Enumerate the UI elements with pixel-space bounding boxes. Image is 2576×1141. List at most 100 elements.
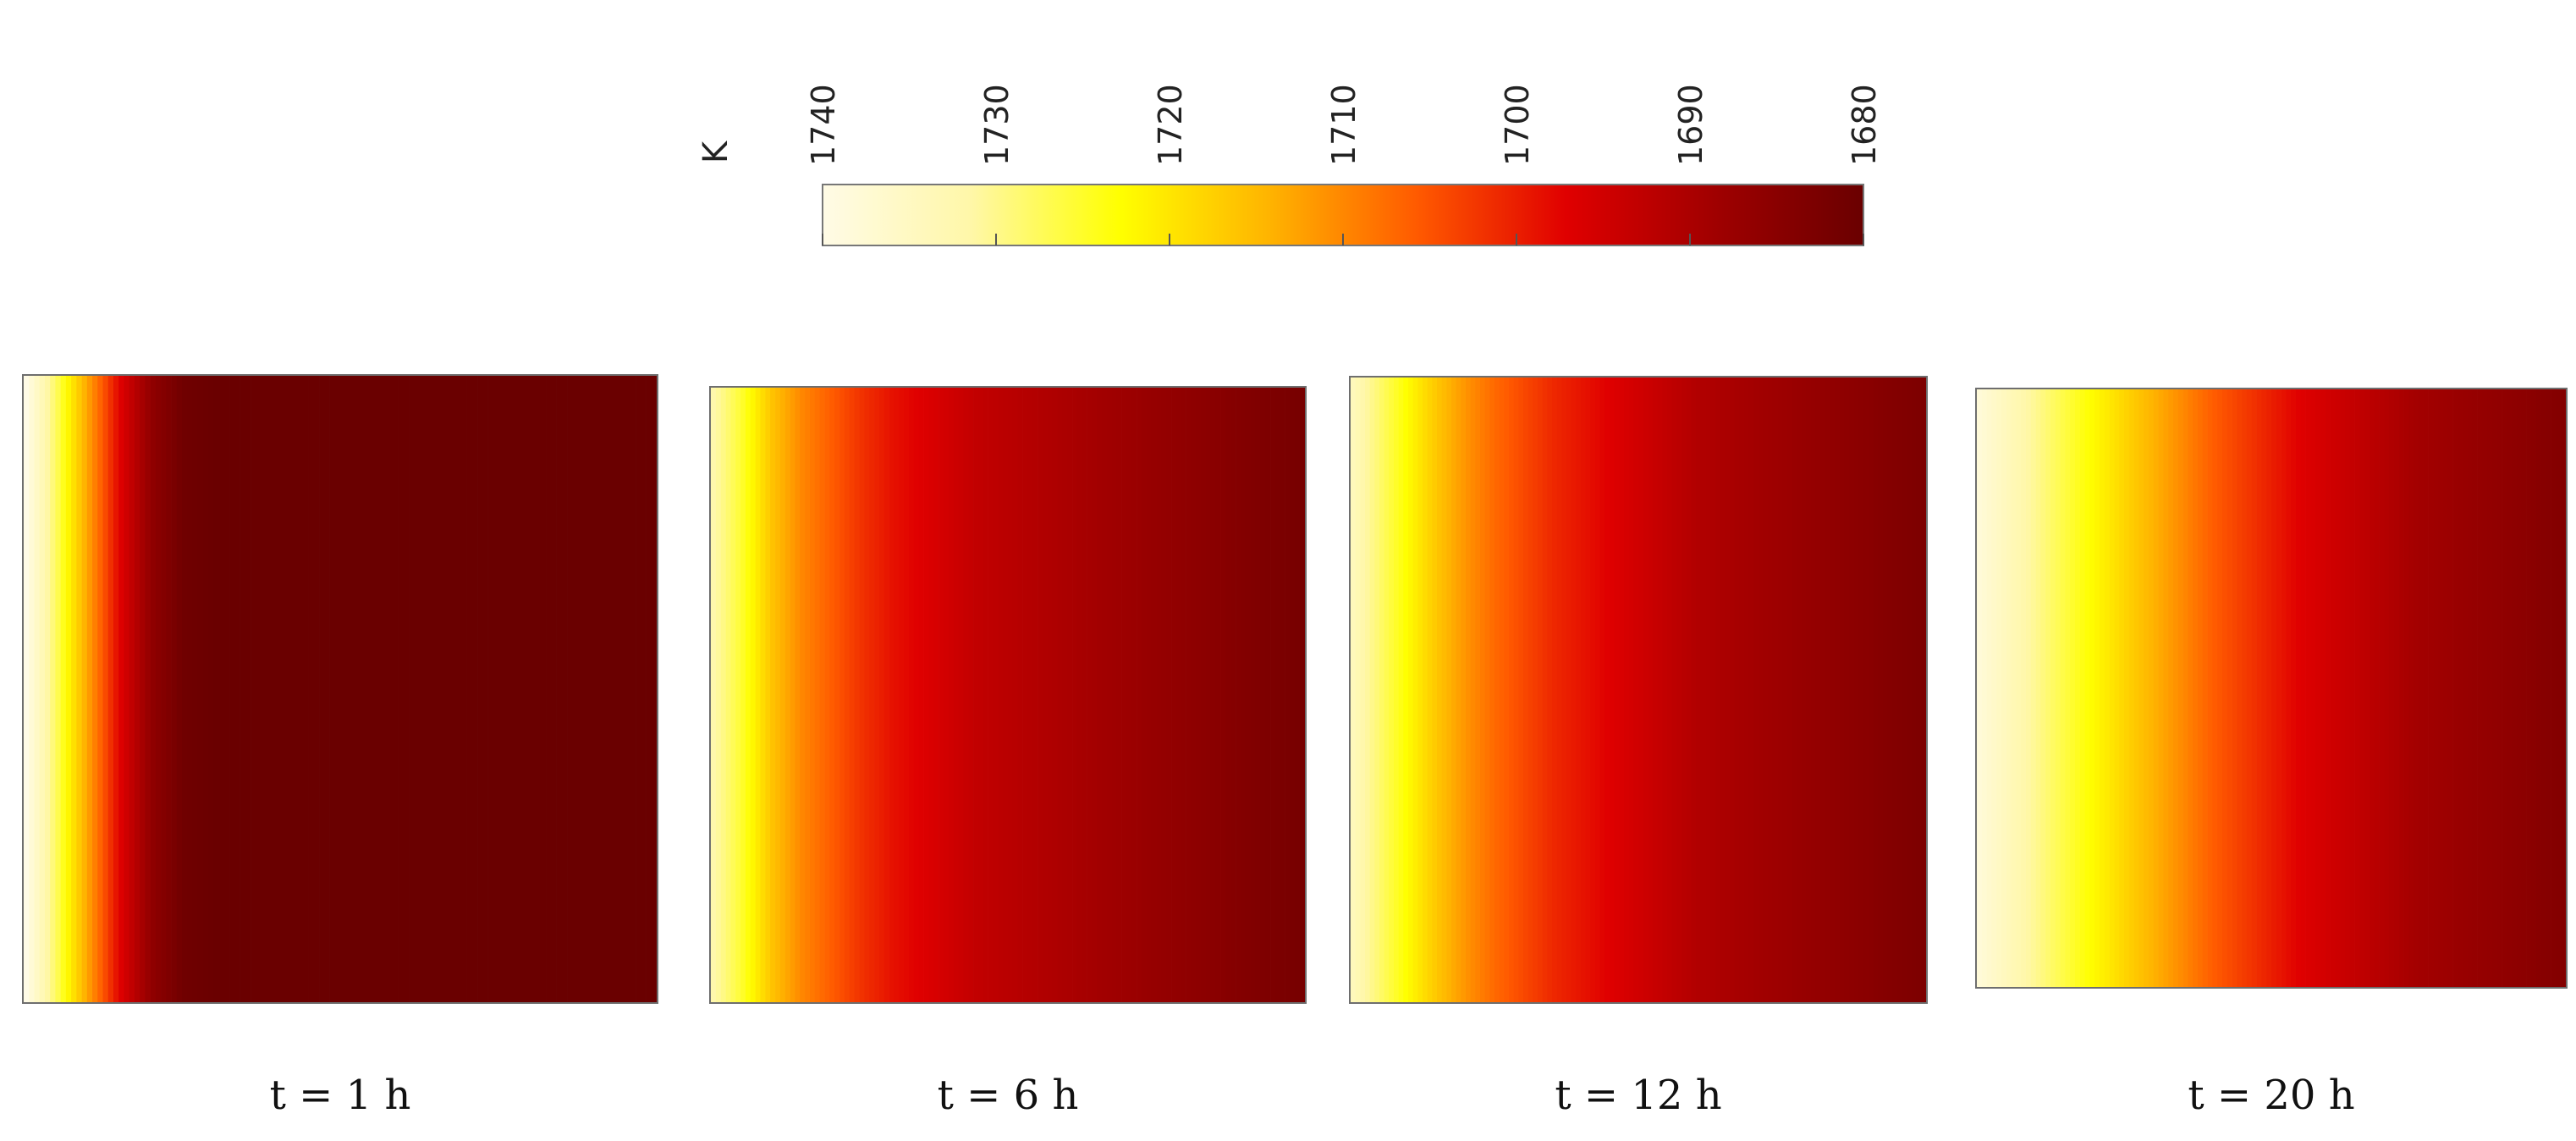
heatmap-cell <box>361 376 367 1002</box>
heatmap-cell <box>2172 389 2179 987</box>
heatmap-cell <box>113 376 119 1002</box>
heatmap-cell <box>2030 389 2036 987</box>
heatmap-cell <box>213 376 220 1002</box>
heatmap-cell <box>1518 378 1524 1002</box>
heatmap-cell <box>308 376 315 1002</box>
heatmap-cell <box>429 376 436 1002</box>
heatmap-cell <box>1451 378 1457 1002</box>
heatmap-cell <box>303 376 309 1002</box>
heatmap-cell <box>1547 378 1553 1002</box>
heatmap-cell <box>2447 389 2453 987</box>
heatmap-cell <box>1432 378 1438 1002</box>
heatmap-cell <box>2556 389 2562 987</box>
heatmap-cell <box>1225 388 1231 1002</box>
heatmap-cell <box>1351 378 1357 1002</box>
heatmap-cell <box>1255 388 1261 1002</box>
heatmap-cell <box>1441 378 1447 1002</box>
heatmap-svg-6h <box>711 388 1305 1002</box>
heatmap-cell <box>2452 389 2458 987</box>
heatmap-cell <box>1437 378 1443 1002</box>
heatmap-cell <box>1210 388 1217 1002</box>
heatmap-panel-12h <box>1349 376 1928 1004</box>
heatmap-cell <box>229 376 235 1002</box>
heatmap-cell <box>1700 378 1706 1002</box>
heatmap-cell <box>1022 388 1028 1002</box>
heatmap-cell <box>619 376 625 1002</box>
heatmap-cell <box>134 376 140 1002</box>
heatmap-cell <box>1196 388 1202 1002</box>
heatmap-cell <box>2104 389 2110 987</box>
heatmap-cell <box>1111 388 1118 1002</box>
colorbar-tick-label-1710: 1710 <box>1325 84 1362 166</box>
heatmap-cell <box>1470 378 1476 1002</box>
heatmap-svg-12h <box>1351 378 1926 1002</box>
heatmap-cell <box>839 388 845 1002</box>
heatmap-cell <box>587 376 594 1002</box>
heatmap-cell <box>388 376 394 1002</box>
heatmap-cell <box>869 388 875 1002</box>
heatmap-cell <box>805 388 811 1002</box>
heatmap-cell <box>556 376 563 1002</box>
heatmap-cell <box>2158 389 2164 987</box>
heatmap-cell <box>1175 388 1182 1002</box>
heatmap-cell <box>2374 389 2380 987</box>
heatmap-cell <box>155 376 162 1002</box>
heatmap-cell <box>849 388 855 1002</box>
heatmap-cell <box>1417 378 1423 1002</box>
panel-label-12h: t = 12 h <box>1555 1072 1722 1119</box>
heatmap-cell <box>1394 378 1400 1002</box>
heatmap-cell <box>1561 378 1567 1002</box>
heatmap-cell <box>1533 378 1538 1002</box>
heatmap-cell <box>2551 389 2557 987</box>
heatmap-cell <box>1374 378 1380 1002</box>
colorbar-tick-label-1680: 1680 <box>1846 84 1883 166</box>
heatmap-cell <box>287 376 294 1002</box>
panel-label-20h: t = 20 h <box>2188 1072 2355 1119</box>
heatmap-cell <box>2389 389 2395 987</box>
heatmap-cell <box>2266 389 2272 987</box>
heatmap-cell <box>755 388 761 1002</box>
heatmap-cell <box>2006 389 2012 987</box>
heatmap-cell <box>765 388 771 1002</box>
heatmap-cell <box>435 376 441 1002</box>
heatmap-cell <box>2035 389 2041 987</box>
heatmap-cell <box>1705 378 1711 1002</box>
heatmap-cell <box>1116 388 1122 1002</box>
heatmap-cell <box>1811 378 1817 1002</box>
heatmap-cell <box>107 376 114 1002</box>
heatmap-cell <box>1230 388 1236 1002</box>
heatmap-cell <box>2315 389 2321 987</box>
heatmap-cell <box>424 376 431 1002</box>
heatmap-cell <box>1466 378 1472 1002</box>
heatmap-cell <box>171 376 178 1002</box>
heatmap-cell <box>1538 378 1544 1002</box>
heatmap-cell <box>1991 389 1997 987</box>
heatmap-cell <box>1758 378 1764 1002</box>
heatmap-cell <box>2291 389 2297 987</box>
heatmap-cell <box>720 388 726 1002</box>
heatmap-cell <box>398 376 405 1002</box>
heatmap-cell <box>1657 378 1663 1002</box>
heatmap-cell <box>1869 378 1874 1002</box>
heatmap-cell <box>102 376 109 1002</box>
heatmap-cell <box>948 388 954 1002</box>
heatmap-cell <box>266 376 272 1002</box>
heatmap-cell <box>2403 389 2409 987</box>
heatmap-cell <box>161 376 167 1002</box>
heatmap-cell <box>779 388 786 1002</box>
heatmap-cell <box>725 388 731 1002</box>
heatmap-cell <box>2016 389 2022 987</box>
heatmap-cell <box>1599 378 1605 1002</box>
heatmap-cell <box>1921 378 1926 1002</box>
heatmap-cell <box>2345 389 2351 987</box>
heatmap-cell <box>1245 388 1251 1002</box>
heatmap-cell <box>2251 389 2257 987</box>
heatmap-cell <box>859 388 865 1002</box>
heatmap-cell <box>525 376 531 1002</box>
heatmap-cell <box>577 376 584 1002</box>
heatmap-cell <box>2517 389 2523 987</box>
heatmap-cell <box>1581 378 1587 1002</box>
heatmap-cell <box>1052 388 1058 1002</box>
heatmap-cell <box>256 376 261 1002</box>
heatmap-cell <box>1633 378 1639 1002</box>
